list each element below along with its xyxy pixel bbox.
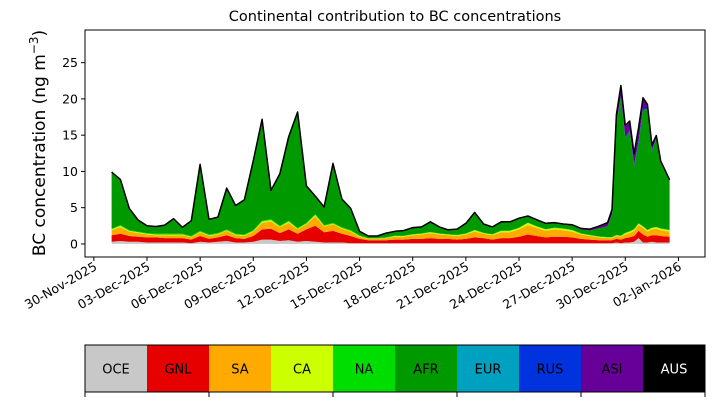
- legend-label-oce: OCE: [102, 363, 130, 378]
- legend-swatch-sa: [209, 345, 272, 392]
- legend-swatch-rus: [519, 345, 582, 392]
- stacked-areas: [111, 85, 670, 244]
- legend-swatch-oce: [85, 345, 148, 392]
- y-axis-label-superscript: −3: [27, 36, 41, 54]
- legend-swatch-aus: [643, 345, 706, 392]
- legend-swatch-ca: [271, 345, 334, 392]
- area-afr: [111, 97, 670, 239]
- legend-label-gnl: GNL: [164, 363, 192, 378]
- total-concentration-line: [111, 84, 671, 237]
- y-axis-label-text: BC concentration (ng m: [30, 54, 50, 256]
- legend-label-rus: RUS: [537, 363, 564, 378]
- area-gnl: [111, 225, 670, 244]
- y-tick-label: 0: [70, 236, 78, 251]
- legend-swatch-eur: [457, 345, 520, 392]
- legend-label-na: NA: [355, 363, 374, 378]
- legend-label-ca: CA: [293, 363, 311, 378]
- x-axis: 30-Nov-202503-Dec-202506-Dec-202509-Dec-…: [22, 257, 684, 312]
- y-tick-label: 15: [62, 128, 78, 143]
- legend-swatch-asi: [581, 345, 644, 392]
- y-tick-label: 20: [62, 91, 78, 106]
- chart-title: Continental contribution to BC concentra…: [229, 9, 561, 25]
- y-tick-label: 10: [62, 164, 78, 179]
- plot-frame: [84, 29, 706, 258]
- plot-area: [84, 29, 706, 258]
- y-axis: 0 5 10 15 20 25: [62, 55, 85, 251]
- area-oce: [111, 238, 670, 244]
- legend-label-asi: ASI: [602, 363, 623, 378]
- legend-swatch-na: [333, 345, 396, 392]
- y-tick-label: 5: [70, 200, 78, 215]
- region-colorbar-legend: OCE GNL SA CA NA AFR EUR RUS ASI AUS: [84, 344, 706, 397]
- legend-swatch-gnl: [147, 345, 210, 392]
- legend-label-afr: AFR: [413, 363, 438, 378]
- y-axis-label-close: ): [30, 30, 50, 37]
- legend-label-eur: EUR: [475, 363, 502, 378]
- area-sa: [111, 216, 670, 241]
- y-axis-label: BC concentration (ng m−3): [27, 30, 50, 256]
- legend-label-sa: SA: [231, 363, 248, 378]
- legend-swatch-afr: [395, 345, 458, 392]
- legend-frame: [84, 344, 706, 393]
- legend-label-aus: AUS: [661, 363, 688, 378]
- y-tick-label: 25: [62, 55, 78, 70]
